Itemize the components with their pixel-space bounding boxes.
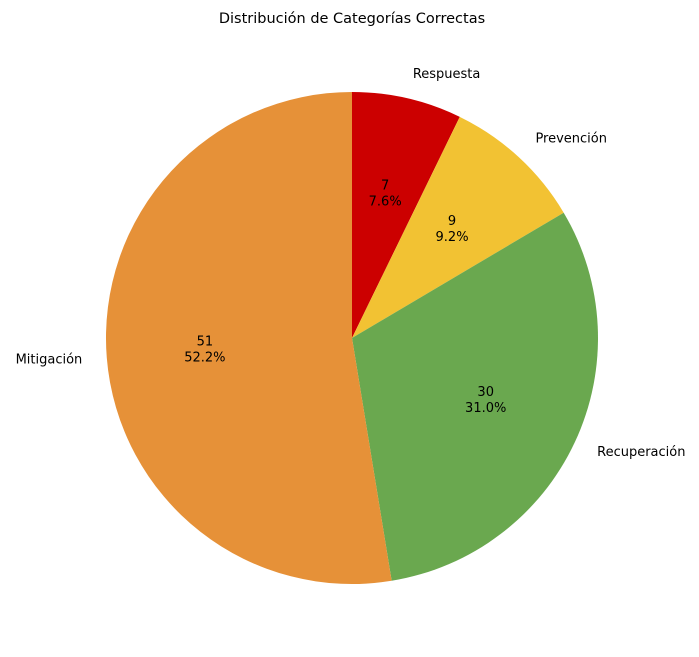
- slice-percent-mitigacion: 52.2%: [184, 350, 225, 365]
- slice-label-recuperacion: Recuperación: [597, 445, 685, 460]
- slice-value-recuperacion: 30: [477, 385, 494, 400]
- pie-slice-respuesta: [352, 92, 460, 338]
- chart-title: Distribución de Categorías Correctas: [219, 11, 485, 27]
- pie-slices: [105, 91, 598, 584]
- pie-labels: Respuesta 77.6% Prevención 99.2% Recuperació…: [16, 67, 686, 460]
- slice-value-respuesta: 7: [381, 179, 389, 194]
- slice-percent-respuesta: 7.6%: [369, 195, 402, 210]
- pie-slice-mitigacion: [105, 91, 392, 584]
- slice-value-prevencion: 9: [448, 214, 456, 229]
- slice-label-respuesta: Respuesta: [413, 67, 481, 82]
- slice-percent-prevencion: 9.2%: [436, 230, 469, 245]
- slice-label-prevencion: Prevención: [535, 132, 607, 147]
- slice-label-mitigacion: Mitigación: [16, 352, 83, 367]
- slice-value-mitigacion: 51: [197, 334, 214, 349]
- slice-percent-recuperacion: 31.0%: [465, 401, 506, 416]
- pie-slice-prevencion: [352, 116, 564, 338]
- pie-slice-recuperacion: [352, 212, 598, 581]
